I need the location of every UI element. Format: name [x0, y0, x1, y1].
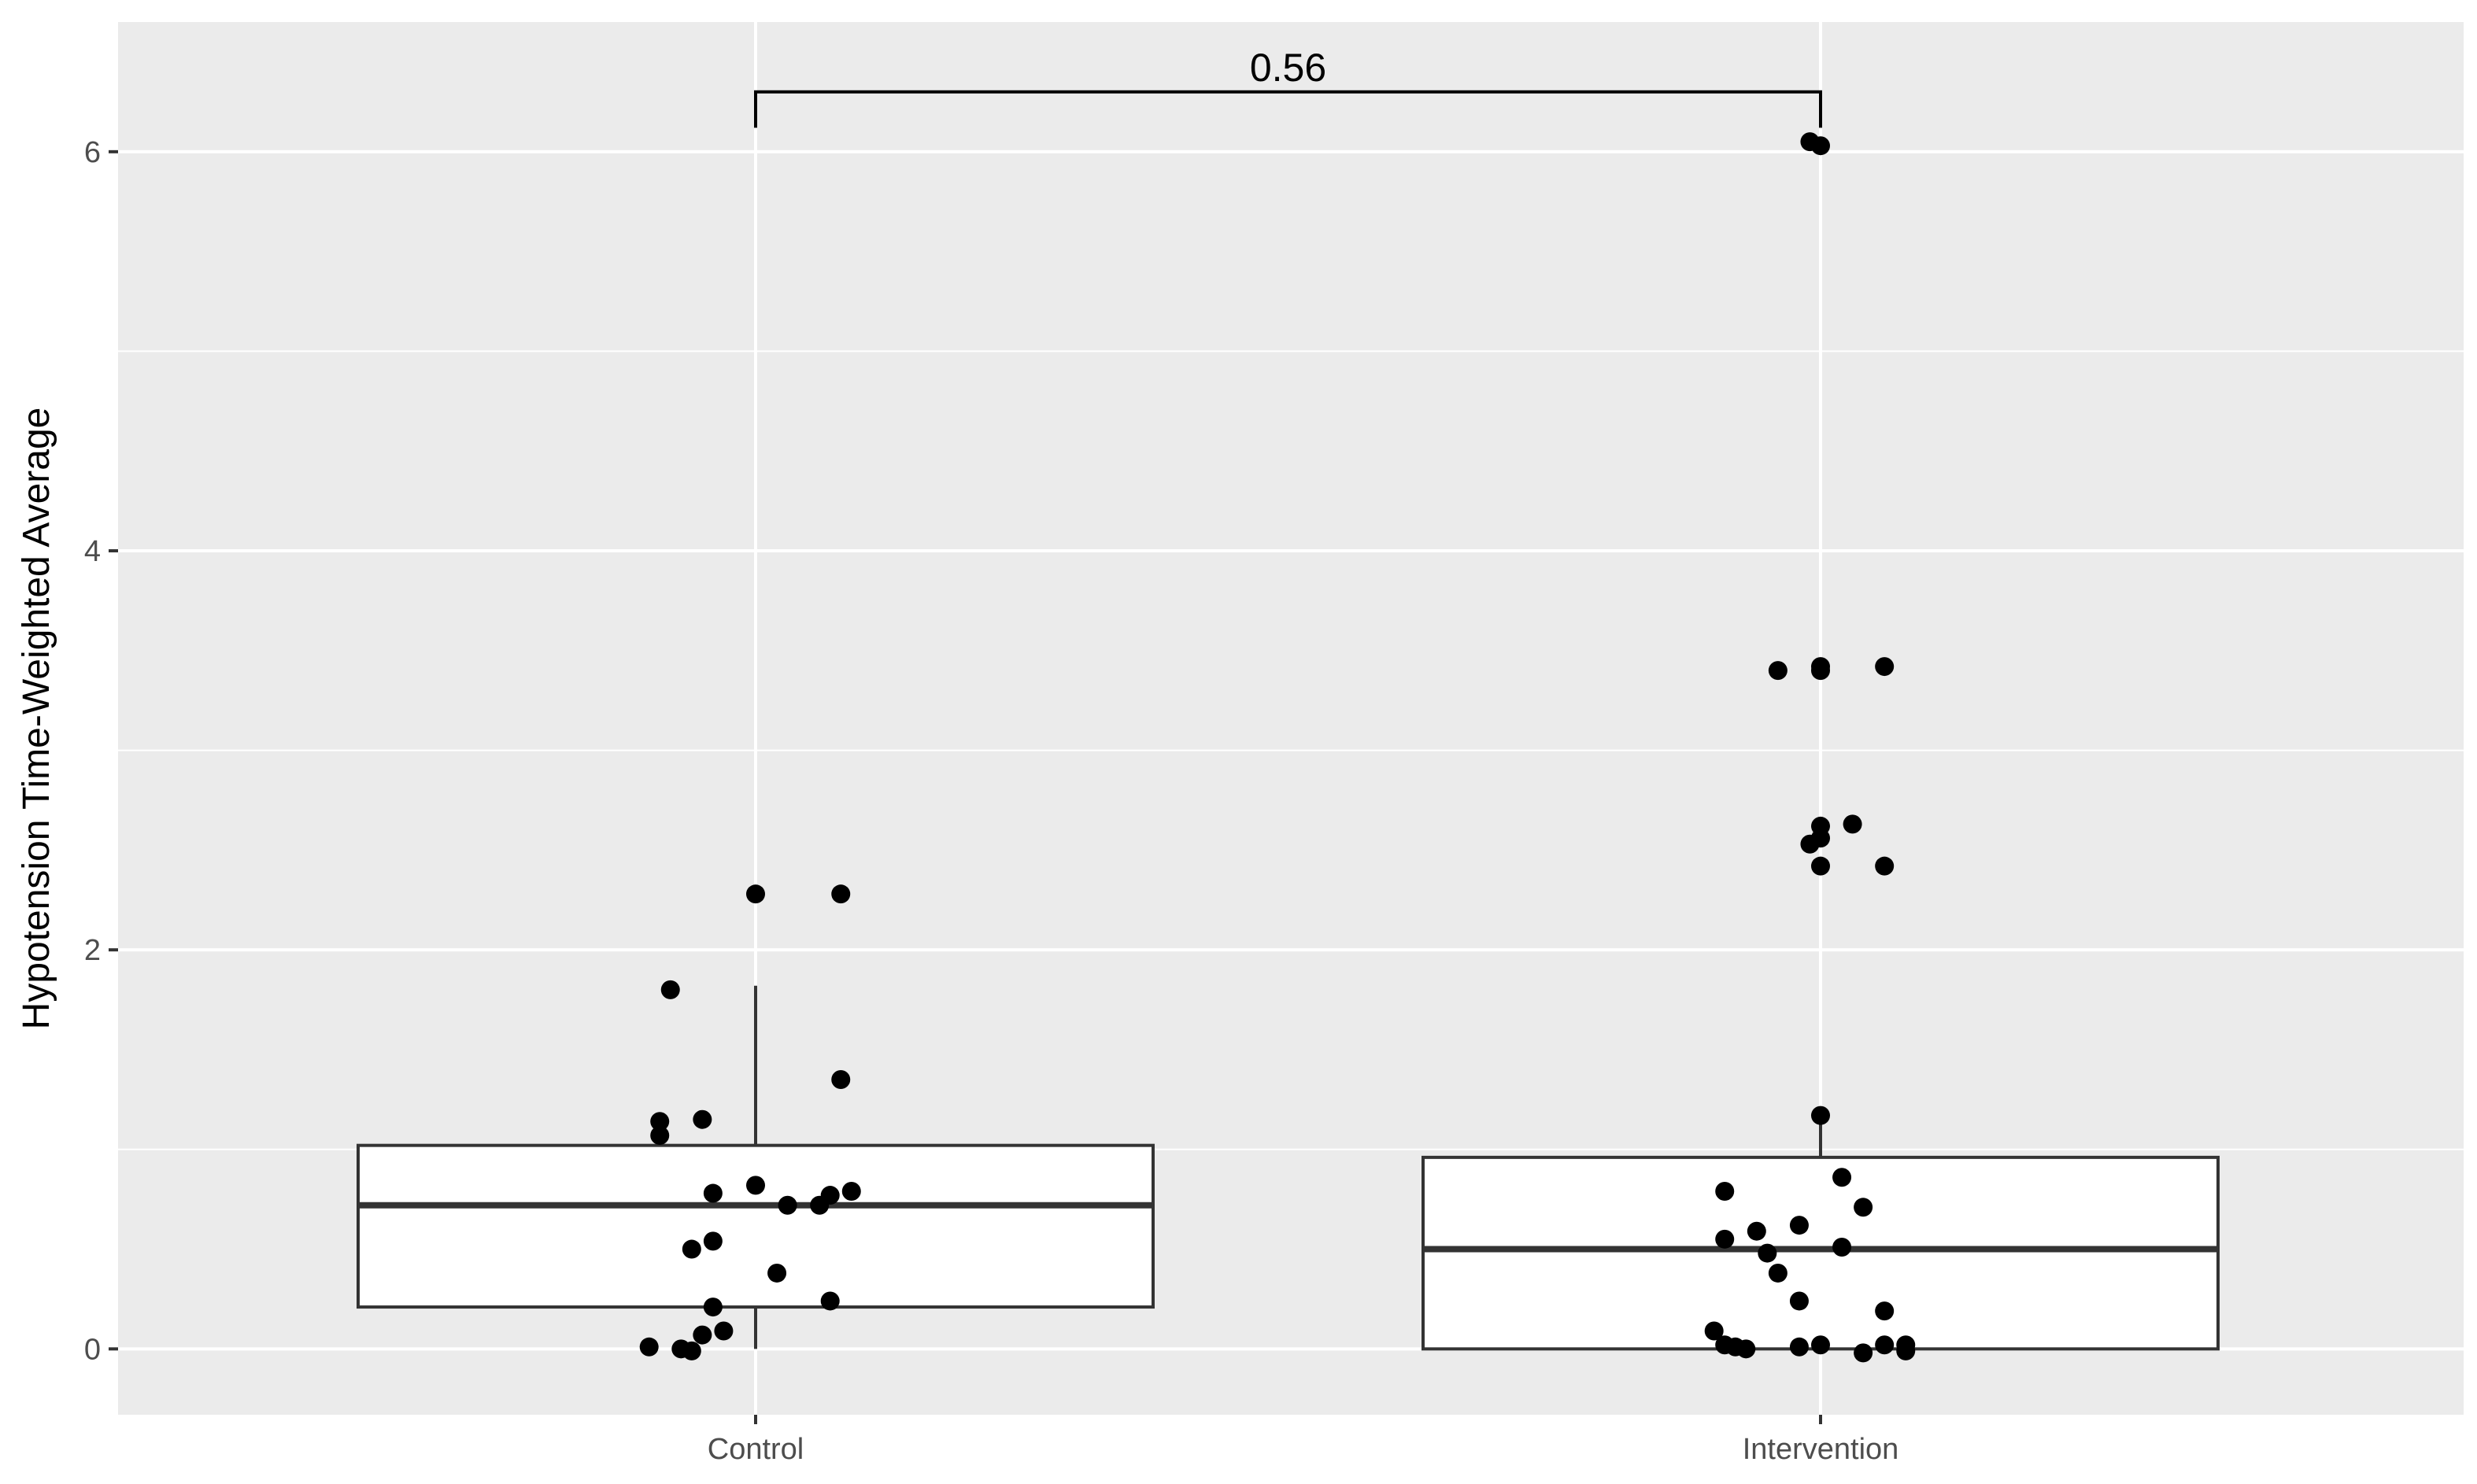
data-point	[1811, 856, 1830, 876]
data-point	[1811, 1335, 1830, 1355]
data-point	[1832, 1168, 1852, 1187]
data-point	[820, 1291, 840, 1311]
data-point	[714, 1321, 734, 1341]
data-point	[831, 1069, 851, 1089]
y-tick-label: 0	[84, 1333, 101, 1366]
data-point	[1875, 856, 1895, 876]
data-point	[682, 1341, 701, 1360]
x-tick-label: Intervention	[1743, 1433, 1899, 1466]
data-point	[1747, 1221, 1766, 1241]
data-point	[1896, 1341, 1916, 1360]
data-point	[703, 1298, 723, 1317]
data-point	[650, 1112, 670, 1131]
x-tick-label: Control	[708, 1433, 804, 1466]
comparison-bracket	[754, 90, 1822, 128]
data-point	[1811, 657, 1830, 677]
data-point	[703, 1183, 723, 1203]
data-point	[1811, 136, 1830, 156]
data-point	[1736, 1339, 1756, 1359]
data-point	[1875, 1335, 1895, 1355]
data-point	[831, 884, 851, 904]
data-point	[1715, 1229, 1735, 1249]
data-point	[1768, 1263, 1788, 1283]
data-point	[650, 1125, 670, 1145]
data-point	[1843, 814, 1862, 834]
data-point	[746, 884, 765, 904]
data-point	[1704, 1321, 1724, 1341]
data-point	[746, 1176, 765, 1195]
data-point	[1854, 1198, 1873, 1217]
data-point	[1875, 1301, 1895, 1321]
data-point	[1789, 1216, 1809, 1235]
box-iqr	[1422, 1155, 2220, 1351]
data-point	[682, 1239, 701, 1259]
data-point	[1789, 1337, 1809, 1357]
data-point	[1789, 1291, 1809, 1311]
data-point	[820, 1186, 840, 1205]
data-point	[1875, 657, 1895, 677]
data-point	[767, 1263, 787, 1283]
box-iqr	[357, 1143, 1155, 1309]
data-point	[778, 1195, 797, 1215]
data-point	[1768, 661, 1788, 681]
data-point	[1758, 1243, 1777, 1263]
data-point	[703, 1231, 723, 1251]
data-point	[1715, 1181, 1735, 1201]
data-point	[1811, 816, 1830, 836]
y-tick-label: 6	[84, 136, 101, 169]
p-value-label: 0.56	[1250, 46, 1326, 90]
y-axis-title: Hypotension Time-Weighted Average	[16, 408, 57, 1030]
y-tick-label: 4	[84, 535, 101, 568]
data-point	[639, 1337, 659, 1357]
data-point	[1832, 1237, 1852, 1257]
data-point	[1854, 1343, 1873, 1363]
data-point	[841, 1181, 861, 1201]
data-point	[693, 1325, 712, 1345]
data-point	[1811, 1106, 1830, 1125]
y-tick-label: 2	[84, 934, 101, 967]
data-point	[693, 1109, 712, 1129]
data-point	[660, 980, 680, 999]
